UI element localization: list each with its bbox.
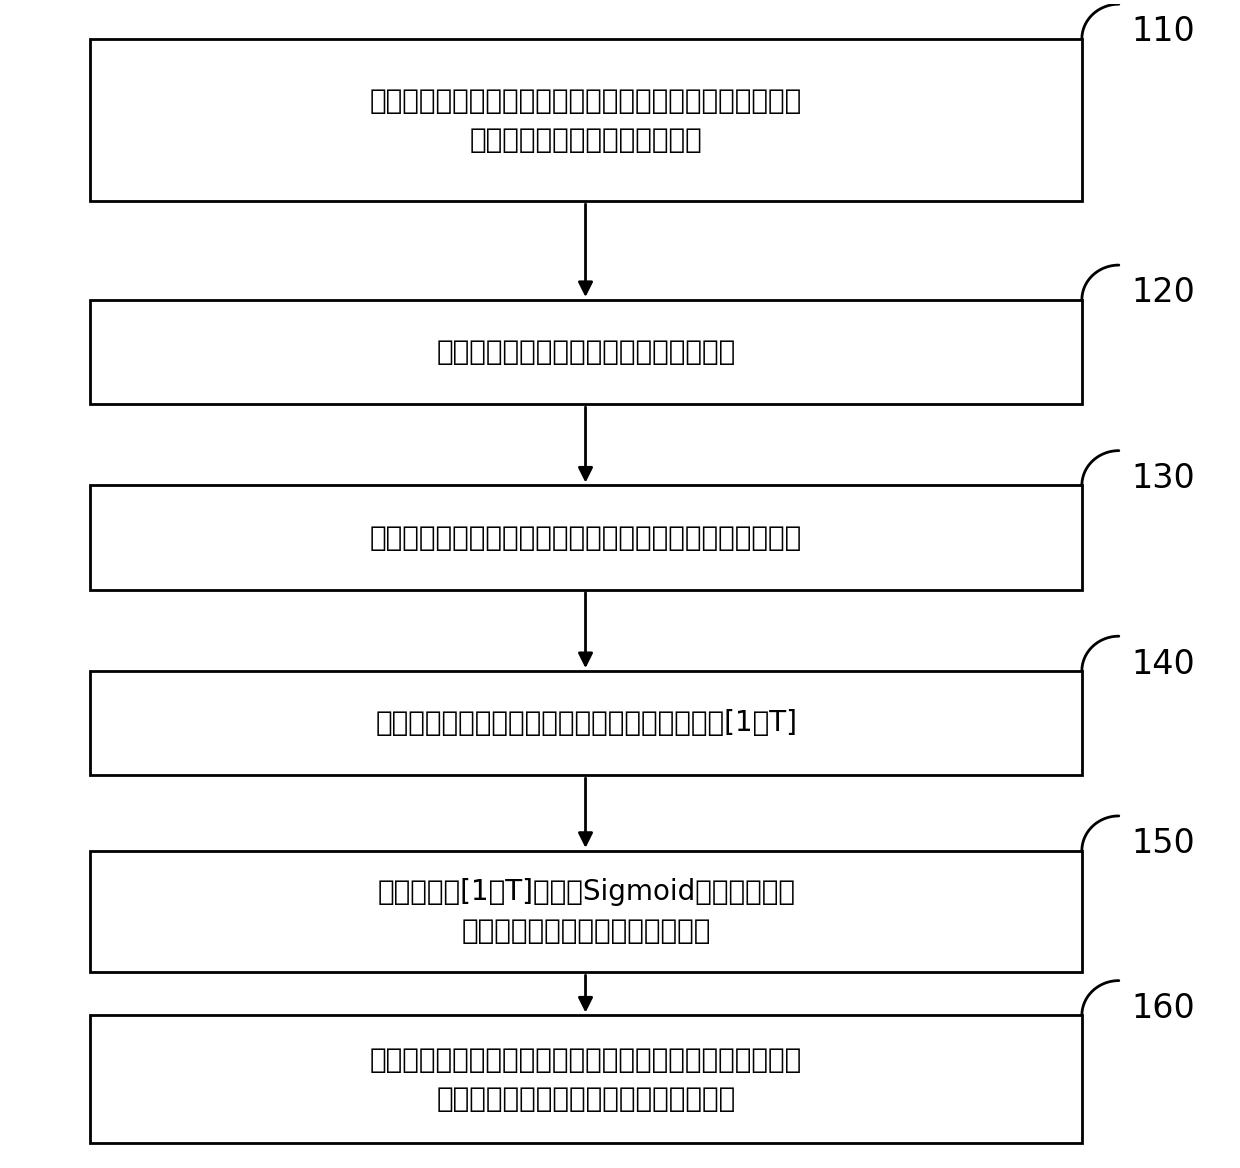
Text: 确定概率值是否超过设定概率的阈值，将概率值超过设定概
率的阈值的心搏类别输出为心搏分类结果: 确定概率值是否超过设定概率的阈值，将概率值超过设定概 率的阈值的心搏类别输出为心… — [370, 1045, 802, 1113]
Text: 140: 140 — [1131, 647, 1195, 681]
Text: 130: 130 — [1131, 463, 1195, 495]
FancyBboxPatch shape — [91, 486, 1081, 590]
Text: 160: 160 — [1131, 992, 1195, 1026]
FancyBboxPatch shape — [91, 670, 1081, 776]
FancyBboxPatch shape — [91, 39, 1081, 201]
Text: 150: 150 — [1131, 827, 1195, 861]
FancyBboxPatch shape — [91, 850, 1081, 973]
FancyBboxPatch shape — [91, 1015, 1081, 1143]
Text: 将高维嵌入信息送入全连接层，输出为一维向量[1，T]: 将高维嵌入信息送入全连接层，输出为一维向量[1，T] — [376, 709, 797, 737]
Text: 特征提取模块对数据片段进行特征提取，得到高维嵌入信息: 特征提取模块对数据片段进行特征提取，得到高维嵌入信息 — [370, 523, 802, 551]
Text: 110: 110 — [1131, 15, 1195, 49]
Text: 获取心搏时间序列，并对心搏时间序列进行数据切割，得到
多导联心搏数据的多组数据片段: 获取心搏时间序列，并对心搏时间序列进行数据切割，得到 多导联心搏数据的多组数据片… — [370, 86, 802, 154]
Text: 120: 120 — [1131, 277, 1195, 310]
Text: 将数据片段输入训练好的多标签分类模型: 将数据片段输入训练好的多标签分类模型 — [436, 338, 735, 366]
FancyBboxPatch shape — [91, 300, 1081, 404]
Text: 将一维向量[1，T]输入到Sigmoid激活函数层，
输出类别数量个心搏类别的概率值: 将一维向量[1，T]输入到Sigmoid激活函数层， 输出类别数量个心搏类别的概… — [377, 878, 795, 945]
